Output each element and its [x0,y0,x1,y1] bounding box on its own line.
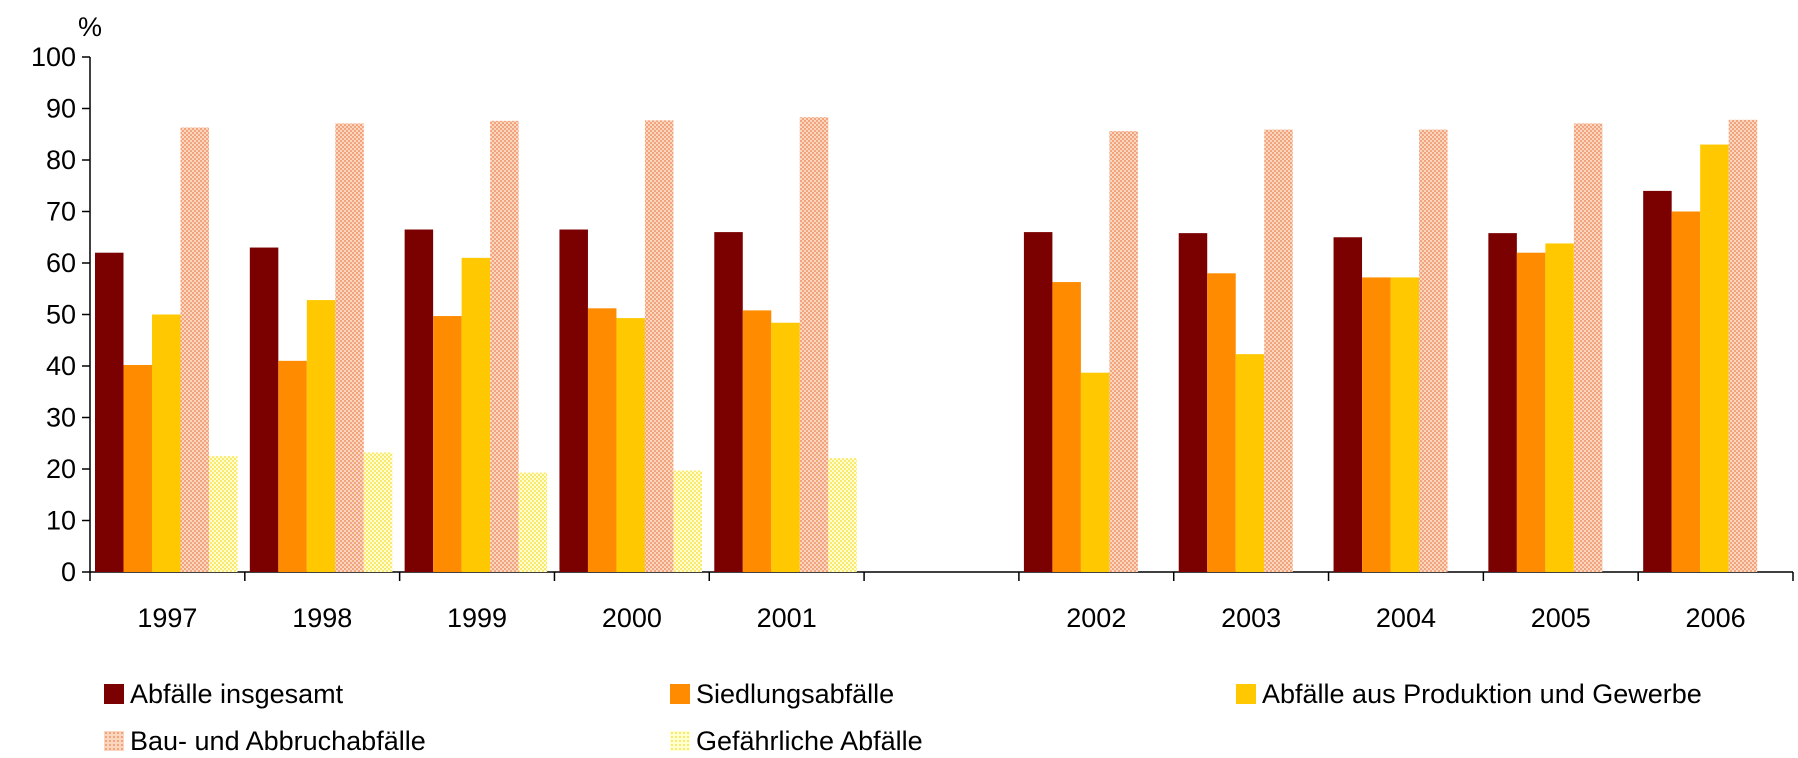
x-tick-label: 1997 [137,603,197,633]
bar-s1-2001 [742,310,772,572]
bar-s2-1997 [152,314,181,572]
x-tick-label: 1999 [447,603,507,633]
bar-s1-2004 [1362,277,1391,572]
bar-s3-2002 [1109,131,1138,572]
bar-s0-2000 [559,229,588,572]
bar-s2-2001 [771,322,800,572]
x-tick-label: 2005 [1531,603,1591,633]
bar-s2-2003 [1235,354,1265,572]
bar-s1-1999 [433,316,462,572]
bar-s1-2000 [587,308,617,572]
y-tick-label: 90 [46,94,76,124]
bar-s3-2006 [1728,119,1758,572]
y-tick-label: 50 [46,300,76,330]
y-tick-label: 20 [46,454,76,484]
bar-s0-2003 [1178,233,1208,572]
bar-s1-2003 [1207,273,1236,572]
bar-s0-2001 [714,232,743,572]
y-tick-label: 70 [46,197,76,227]
bar-s4-2000 [673,470,702,572]
bar-s4-2001 [828,458,857,572]
bar-s2-2002 [1080,372,1110,572]
bar-s1-2002 [1052,282,1081,572]
x-tick-label: 2002 [1066,603,1126,633]
bar-s4-1997 [209,456,238,572]
x-axis: 1997 1998 1999 2000 2001 2002 2003 2004 2005 2006 [89,571,1794,633]
bar-s3-2004 [1419,129,1448,573]
bar-s0-1997 [95,252,124,572]
bar-s3-2005 [1573,123,1603,572]
bar-s0-2005 [1488,233,1517,572]
x-tick-label: 2003 [1221,603,1281,633]
x-tick-label: 2001 [757,603,817,633]
bar-s2-1998 [306,300,336,572]
bar-s0-2004 [1333,237,1363,572]
x-tick-label: 2000 [602,603,662,633]
y-axis: 0 10 20 30 40 50 60 70 80 90 100 [31,42,91,587]
x-tick-label: 1998 [292,603,352,633]
bar-s1-2006 [1671,211,1701,572]
bar-s3-1999 [490,120,519,573]
bar-s4-1999 [518,472,548,572]
bar-s0-2006 [1643,190,1672,572]
y-axis-title: % [78,12,102,42]
bar-s3-2001 [799,117,829,572]
bar-s2-2006 [1700,144,1729,573]
y-tick-label: 10 [46,506,76,536]
y-tick-label: 40 [46,351,76,381]
y-tick-label: 80 [46,145,76,175]
bar-s2-2004 [1390,277,1420,572]
bar-s1-1997 [123,364,152,572]
bar-s2-1999 [461,257,491,572]
y-tick-label: 30 [46,403,76,433]
y-tick-label: 60 [46,248,76,278]
bar-s0-1999 [404,229,434,572]
bar-s2-2000 [616,318,645,572]
bar-s3-1997 [180,127,209,573]
y-tick-label: 100 [31,42,76,72]
bar-s1-1998 [278,360,307,572]
bar-s1-2005 [1516,252,1546,572]
bars [95,117,1758,573]
bar-s4-1998 [363,452,393,572]
x-tick-label: 2006 [1686,603,1746,633]
bar-s2-2005 [1545,243,1574,572]
bar-s3-1998 [335,123,364,572]
bar-s3-2000 [644,120,674,572]
bar-s0-1998 [249,247,279,573]
bar-s3-2003 [1264,129,1293,573]
bar-s0-2002 [1023,232,1053,572]
x-tick-label: 2004 [1376,603,1436,633]
y-tick-label: 0 [61,557,76,587]
